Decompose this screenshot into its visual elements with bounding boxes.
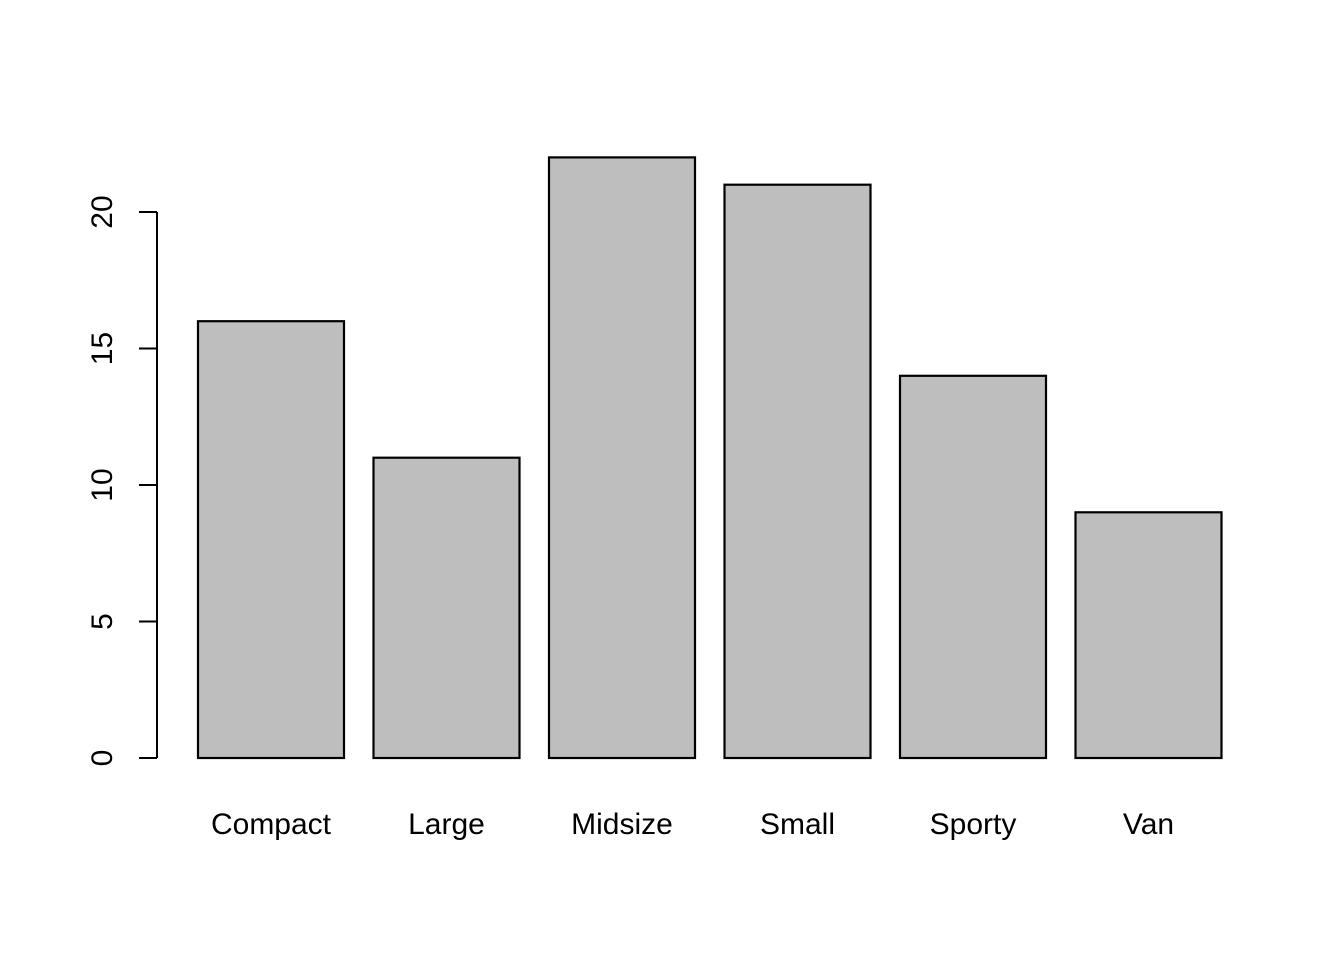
x-tick-label-sporty: Sporty: [930, 808, 1017, 841]
y-axis: 0 5 10 15 20: [86, 195, 158, 767]
bar-sporty: [898, 374, 1048, 760]
x-tick-label-van: Van: [1123, 808, 1174, 841]
x-tick-label-large: Large: [408, 808, 485, 841]
x-tick-label-small: Small: [760, 808, 835, 841]
y-tick-label-10: 10: [86, 468, 119, 501]
bar-small: [723, 183, 872, 760]
y-tick-label-5: 5: [86, 613, 119, 630]
bar-midsize: [547, 156, 697, 760]
x-axis-labels: Compact Large Midsize Small Sporty Van: [211, 808, 1174, 841]
y-tick-label-20: 20: [86, 195, 119, 228]
x-tick-label-compact: Compact: [211, 808, 332, 841]
bar-van: [1074, 511, 1223, 760]
y-tick-label-0: 0: [86, 750, 119, 767]
bar-large: [372, 456, 521, 760]
y-tick-label-15: 15: [86, 332, 119, 365]
bars-group: [196, 156, 1223, 760]
bar-compact: [196, 320, 346, 760]
x-tick-label-midsize: Midsize: [571, 808, 673, 841]
